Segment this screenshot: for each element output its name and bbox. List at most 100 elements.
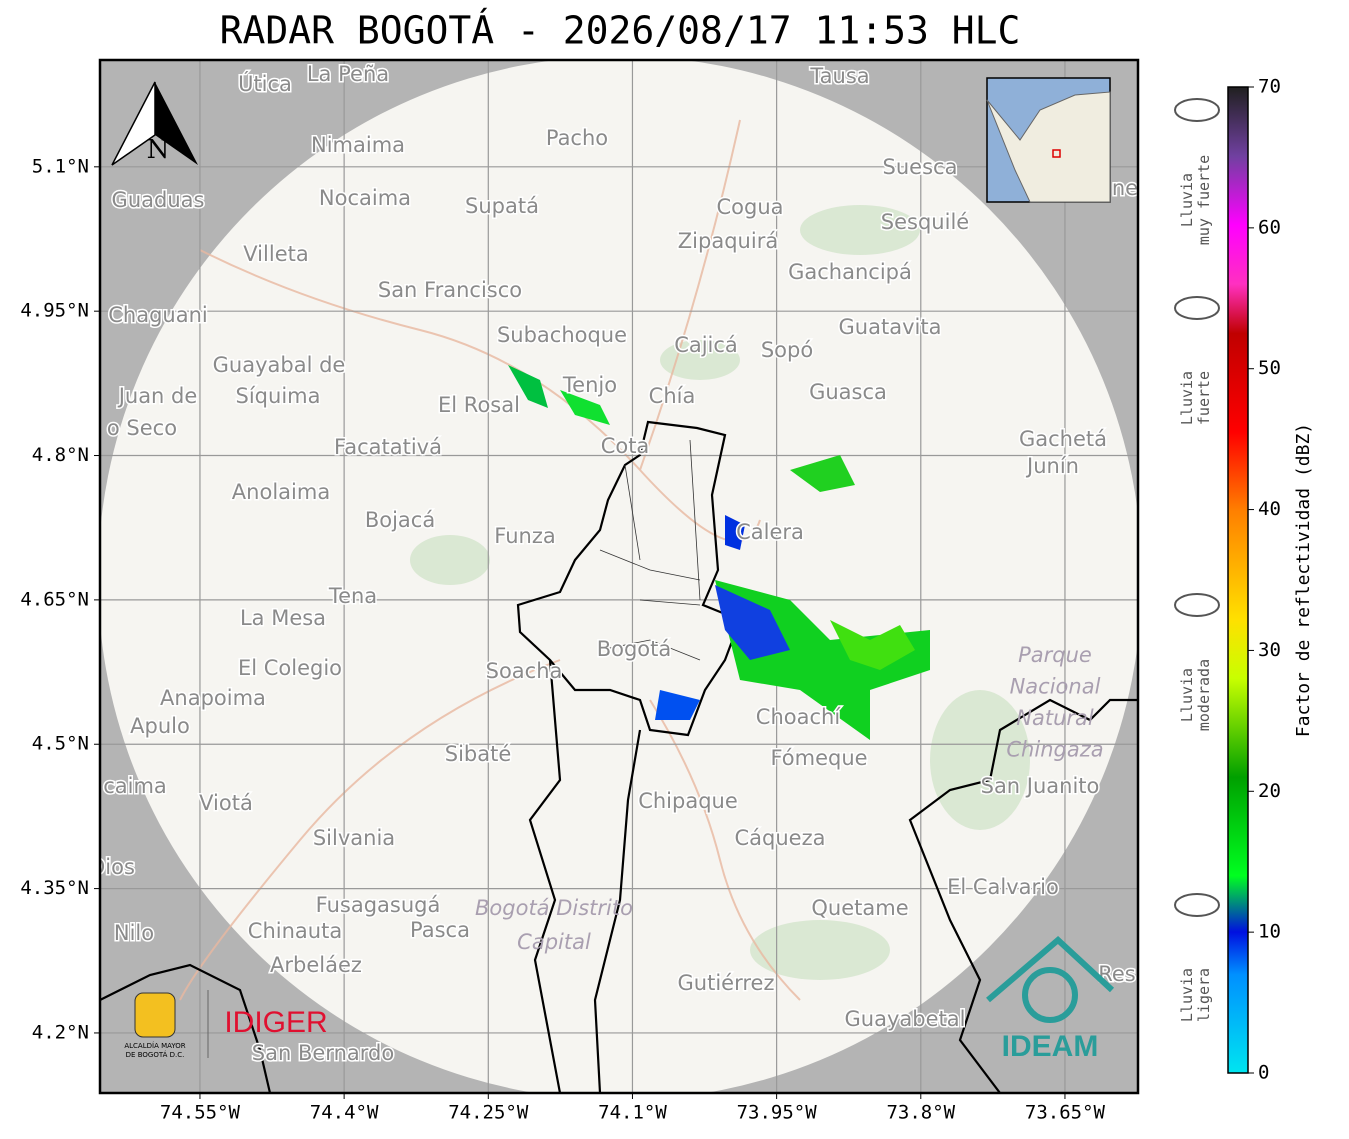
radar-echoes (508, 365, 930, 740)
rain-level-label: moderada (1195, 659, 1213, 731)
place-label: Quetame (811, 896, 908, 920)
place-label: Guayabetal (845, 1007, 966, 1031)
place-label: Fómeque (770, 746, 867, 770)
place-label: Facatativá (334, 435, 442, 459)
rain-icon (1174, 296, 1220, 320)
place-label: Bojacá (365, 508, 435, 532)
rain-level-label: Lluvia (1178, 371, 1196, 425)
x-tick-label: 74.25°W (448, 1102, 529, 1124)
place-label: Guasca (809, 380, 887, 404)
colorbar-tick-label: 70 (1258, 76, 1281, 98)
place-label: Útica (238, 71, 292, 96)
place-label: Nilo (114, 921, 154, 945)
place-label: Viotá (199, 791, 253, 815)
colorbar-tick-label: 60 (1258, 216, 1281, 238)
place-label: Sesquilé (881, 210, 969, 234)
x-tick-label: 73.95°W (737, 1102, 818, 1124)
x-tick-label: 73.8°W (886, 1102, 955, 1124)
region-label: Capital (517, 930, 591, 954)
place-label: Cajicá (674, 333, 738, 357)
place-label: Silvania (313, 826, 395, 850)
place-label: Anapoima (160, 686, 266, 710)
place-label: Pasca (410, 918, 470, 942)
map: Útica La Peña Tausa Pacho Nimaima Suesca Guadu… (89, 60, 1138, 1093)
place-label: San Juanito (981, 774, 1100, 798)
region-label: Natural (1016, 706, 1094, 730)
inset-map (986, 77, 1111, 203)
colorbar-tick-label: 0 (1258, 1062, 1269, 1084)
y-tick-label: 4.8°N (32, 444, 89, 466)
place-label: Cáqueza (735, 826, 826, 850)
ideam-logo: IDEAM (1002, 1030, 1099, 1063)
place-label: Guatavita (839, 315, 942, 339)
title: RADAR BOGOTÁ - 2026/08/17 11:53 HLC (220, 9, 1021, 53)
place-label: Cogua (716, 195, 783, 219)
colorbar-tick-label: 10 (1258, 921, 1281, 943)
colorbar-label: Factor de reflectividad (dBZ) (1293, 423, 1314, 737)
colorbar-tick-label: 20 (1258, 780, 1281, 802)
rain-level-label: fuerte (1195, 371, 1213, 425)
compass-label: N (147, 135, 170, 165)
region-label: Bogotá Distrito (475, 896, 633, 920)
place-label: Supatá (465, 194, 539, 218)
place-label: Síquima (236, 384, 321, 408)
place-label: Cota (601, 434, 650, 458)
idiger-logo: IDIGER (224, 1006, 327, 1039)
place-label: Gachetá (1019, 427, 1107, 451)
place-label: Suesca (883, 155, 958, 179)
localities (599, 439, 701, 661)
place-label: Sibaté (445, 742, 512, 766)
place-label: Gachancipá (788, 260, 912, 284)
y-tick-label: 4.95°N (20, 300, 89, 322)
place-label: Fusagasugá (316, 893, 441, 917)
place-label: Choachí (756, 705, 842, 729)
place-label: Chinauta (248, 919, 342, 943)
x-tick-label: 74.4°W (310, 1102, 379, 1124)
place-label: Nocaima (319, 186, 411, 210)
place-label: El Rosal (438, 393, 520, 417)
rain-level-label: Lluvia (1178, 173, 1196, 227)
colorbar-tick-label: 30 (1258, 639, 1281, 661)
place-label: Nimaima (311, 133, 405, 157)
compass: N (111, 81, 198, 166)
grid (100, 60, 1138, 1093)
place-label: Calera (736, 520, 804, 544)
x-tick-label: 74.55°W (160, 1102, 241, 1124)
place-label: Tena (328, 584, 377, 608)
place-label: Dios (89, 855, 135, 879)
colorbar-tick-label: 50 (1258, 357, 1281, 379)
colorbar (1227, 86, 1249, 1074)
place-label: Guayabal de (213, 353, 346, 377)
place-label: Arbeláez (270, 953, 362, 977)
place-label: Guaduas (112, 188, 205, 212)
region-label: Chingaza (1006, 738, 1103, 762)
place-label: o Seco (107, 416, 177, 440)
place-label: Subachoque (497, 323, 627, 347)
y-tick-label: 4.65°N (20, 588, 89, 610)
place-label: Anolaima (232, 480, 330, 504)
rain-icon (1174, 893, 1220, 917)
place-label: La Peña (307, 62, 389, 86)
place-label: ne (1112, 176, 1138, 200)
place-label: Villeta (243, 242, 308, 266)
place-label: San Francisco (378, 278, 522, 302)
place-label: Chipaque (638, 789, 738, 813)
place-label: Funza (494, 524, 555, 548)
place-label: La Mesa (240, 606, 326, 630)
place-label: Gutiérrez (678, 971, 775, 995)
rain-level-label: muy fuerte (1195, 155, 1213, 245)
plot-frame (98, 58, 1140, 1095)
y-tick-label: 4.2°N (32, 1021, 89, 1043)
x-tick-label: 74.1°W (598, 1102, 667, 1124)
place-label: San Bernardo (252, 1041, 394, 1065)
alcaldia-line: ALCALDÍA MAYOR (124, 1041, 185, 1050)
alcaldia-line: DE BOGOTÁ D.C. (126, 1050, 185, 1059)
place-label: Soacha (486, 659, 563, 683)
place-label: El Calvario (947, 875, 1059, 899)
y-tick-label: 5.1°N (32, 155, 89, 177)
region-label: Nacional (1010, 675, 1101, 699)
place-label: Sopó (761, 338, 813, 362)
x-tick-label: 73.65°W (1025, 1102, 1106, 1124)
